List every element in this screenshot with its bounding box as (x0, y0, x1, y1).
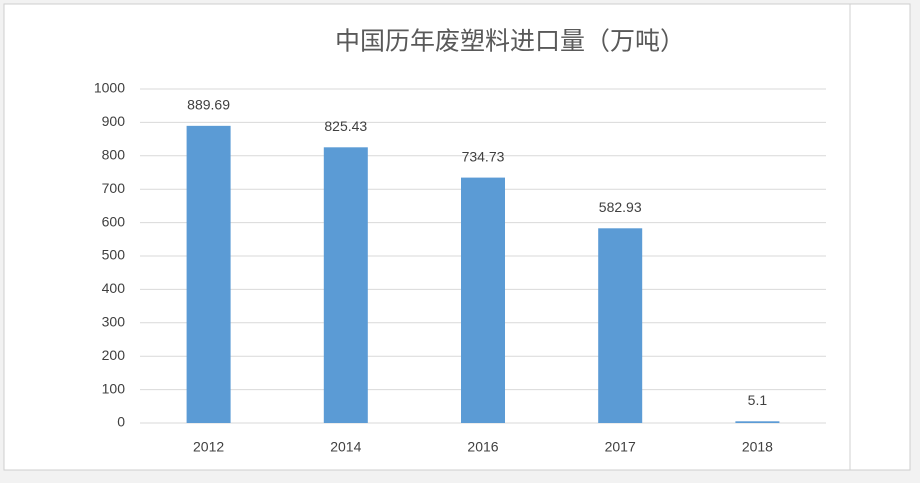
y-tick-label: 500 (102, 247, 126, 263)
y-tick-label: 0 (117, 414, 125, 430)
y-tick-label: 600 (102, 213, 126, 229)
bar (735, 421, 780, 423)
data-label: 889.69 (187, 97, 230, 113)
bar (461, 177, 505, 423)
x-tick-label: 2014 (330, 439, 361, 455)
y-tick-label: 700 (102, 180, 126, 196)
bar (323, 147, 368, 423)
chart-title: 中国历年废塑料进口量（万吨） (335, 28, 685, 56)
x-tick-label: 2018 (742, 439, 773, 455)
data-label: 582.93 (599, 199, 642, 215)
y-tick-label: 900 (102, 113, 126, 129)
x-tick-label: 2017 (605, 439, 636, 455)
x-tick-label: 2016 (467, 439, 498, 455)
x-tick-label: 2012 (193, 439, 224, 455)
y-tick-label: 300 (102, 314, 126, 330)
data-label: 825.43 (324, 118, 367, 134)
bar (598, 228, 643, 423)
y-tick-label: 800 (102, 147, 126, 163)
y-tick-label: 1000 (94, 80, 125, 96)
y-tick-label: 200 (102, 347, 126, 363)
bar (186, 125, 231, 423)
y-tick-label: 400 (102, 280, 126, 296)
chart-area (3, 3, 911, 471)
data-label: 5.1 (748, 392, 768, 408)
data-label: 734.73 (462, 148, 505, 164)
y-tick-label: 100 (102, 380, 126, 396)
